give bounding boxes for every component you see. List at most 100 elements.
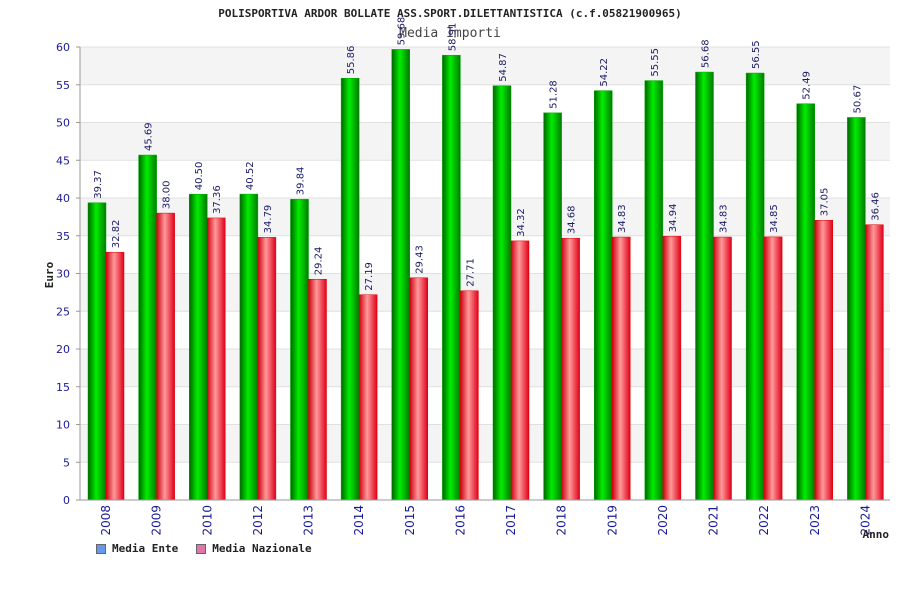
data-label: 40.52 bbox=[245, 161, 256, 190]
bar-media-ente-2019 bbox=[594, 90, 613, 501]
data-label: 32.82 bbox=[111, 220, 122, 249]
bar-media-nazionale-2009 bbox=[156, 212, 175, 501]
bar-media-nazionale-2010 bbox=[207, 217, 226, 501]
data-label: 39.84 bbox=[296, 167, 307, 196]
y-tick-label: 10 bbox=[56, 419, 70, 432]
bar-media-ente-2021 bbox=[695, 71, 714, 501]
bar-media-ente-2022 bbox=[745, 72, 765, 501]
x-tick-label: 2010 bbox=[200, 505, 214, 536]
bar-media-ente-2009 bbox=[138, 154, 157, 501]
data-label: 45.69 bbox=[144, 122, 155, 151]
data-label: 34.83 bbox=[719, 204, 730, 233]
data-label: 27.71 bbox=[465, 258, 476, 287]
bar-media-ente-2017 bbox=[492, 85, 512, 501]
data-label: 29.24 bbox=[314, 247, 325, 276]
x-tick-label: 2022 bbox=[757, 505, 771, 536]
grid-band bbox=[80, 122, 890, 161]
data-label: 50.67 bbox=[852, 85, 863, 114]
x-tick-label: 2020 bbox=[656, 505, 670, 536]
bar-media-ente-2014 bbox=[340, 78, 360, 501]
data-label: 54.22 bbox=[599, 58, 610, 87]
bar-media-ente-2013 bbox=[290, 198, 309, 501]
chart-subtitle: Media Importi bbox=[399, 26, 501, 41]
x-tick-label: 2016 bbox=[453, 505, 467, 536]
chart-title: POLISPORTIVA ARDOR BOLLATE ASS.SPORT.DIL… bbox=[218, 7, 682, 20]
legend-swatch-media-nazionale bbox=[196, 543, 207, 554]
data-label: 34.94 bbox=[668, 204, 679, 233]
x-tick-label: 2018 bbox=[555, 505, 569, 536]
x-tick-label: 2024 bbox=[858, 505, 872, 536]
x-tick-label: 2017 bbox=[504, 505, 518, 536]
data-label: 40.50 bbox=[194, 162, 205, 191]
bar-media-ente-2012 bbox=[239, 193, 259, 501]
data-label: 55.86 bbox=[346, 46, 357, 75]
bar-media-nazionale-2019 bbox=[612, 236, 631, 501]
bar-media-ente-2024 bbox=[847, 117, 866, 501]
y-axis-label: Euro bbox=[43, 261, 56, 288]
y-tick-label: 25 bbox=[56, 305, 70, 318]
data-label: 27.19 bbox=[364, 262, 375, 291]
x-tick-label: 2014 bbox=[352, 505, 366, 536]
bar-media-nazionale-2018 bbox=[561, 237, 580, 501]
bar-media-nazionale-2012 bbox=[257, 237, 277, 501]
x-tick-label: 2015 bbox=[403, 505, 417, 536]
data-label: 34.68 bbox=[567, 206, 578, 235]
x-tick-label: 2023 bbox=[808, 505, 822, 536]
grid-band bbox=[80, 84, 890, 123]
data-label: 51.28 bbox=[549, 80, 560, 109]
y-tick-label: 45 bbox=[56, 154, 70, 167]
bar-media-ente-2010 bbox=[189, 193, 208, 501]
legend: Media Ente Media Nazionale bbox=[96, 542, 312, 555]
data-label: 56.55 bbox=[751, 40, 762, 69]
data-label: 37.05 bbox=[820, 188, 831, 217]
x-axis-label: Anno bbox=[863, 528, 890, 541]
y-tick-label: 40 bbox=[56, 192, 70, 205]
data-label: 39.37 bbox=[93, 170, 104, 199]
bar-media-nazionale-2022 bbox=[763, 236, 783, 501]
y-tick-label: 0 bbox=[63, 494, 70, 507]
x-tick-label: 2012 bbox=[251, 505, 265, 536]
y-tick-label: 15 bbox=[56, 381, 70, 394]
y-tick-label: 30 bbox=[56, 268, 70, 281]
data-label: 58.91 bbox=[447, 23, 458, 52]
y-tick-label: 20 bbox=[56, 343, 70, 356]
legend-swatch-media-ente bbox=[96, 543, 106, 554]
bar-media-ente-2020 bbox=[644, 80, 664, 501]
bar-media-nazionale-2014 bbox=[358, 294, 378, 501]
data-labels: 39.37 32.82 45.69 38.00 40.50 37.36 40.52 34.79… bbox=[93, 17, 881, 291]
x-tick-label: 2021 bbox=[707, 505, 721, 536]
data-label: 34.32 bbox=[516, 208, 527, 237]
bar-media-nazionale-2013 bbox=[308, 278, 327, 501]
bar-media-ente-2016 bbox=[442, 54, 461, 501]
legend-item-media-nazionale: Media Nazionale bbox=[196, 542, 312, 555]
data-label: 34.85 bbox=[769, 204, 780, 233]
bars bbox=[87, 49, 884, 501]
bar-media-nazionale-2023 bbox=[814, 220, 833, 501]
bar-media-nazionale-2017 bbox=[510, 240, 530, 501]
data-label: 36.46 bbox=[870, 192, 881, 221]
x-tick-label: 2009 bbox=[150, 505, 164, 536]
y-tick-label: 60 bbox=[56, 41, 70, 54]
x-axis-ticks: 2008 2009 2010 2012 2013 2014 2015 2016 2017 2018… bbox=[99, 505, 872, 536]
y-tick-label: 35 bbox=[56, 230, 70, 243]
bar-media-ente-2018 bbox=[543, 112, 562, 501]
bar-media-nazionale-2021 bbox=[713, 236, 732, 501]
bar-media-nazionale-2016 bbox=[460, 290, 479, 501]
data-label: 37.36 bbox=[212, 185, 223, 214]
data-label: 52.49 bbox=[802, 71, 813, 100]
bar-media-nazionale-2015 bbox=[409, 277, 428, 501]
data-label: 34.83 bbox=[617, 204, 628, 233]
bar-media-nazionale-2020 bbox=[662, 235, 682, 501]
bar-media-ente-2015 bbox=[391, 49, 410, 501]
x-tick-label: 2008 bbox=[99, 505, 113, 536]
x-tick-label: 2019 bbox=[605, 505, 619, 536]
data-label: 38.00 bbox=[162, 180, 173, 209]
bar-media-ente-2008 bbox=[87, 202, 107, 501]
y-tick-label: 5 bbox=[63, 456, 70, 469]
y-axis-ticks: 0 5 10 15 20 25 30 35 40 45 50 55 60 bbox=[56, 41, 80, 507]
data-label: 55.55 bbox=[650, 48, 661, 77]
data-label: 34.79 bbox=[263, 205, 274, 234]
legend-label-media-nazionale: Media Nazionale bbox=[212, 542, 312, 555]
y-tick-label: 50 bbox=[56, 117, 70, 130]
